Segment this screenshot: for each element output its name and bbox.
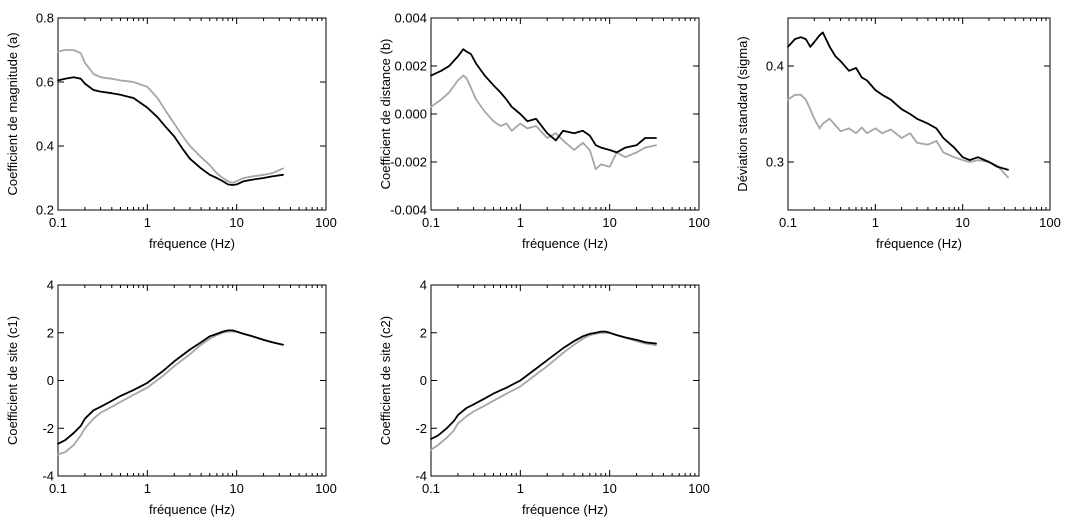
x-axis-label: fréquence (Hz)	[522, 502, 608, 517]
y-tick-label: 0	[420, 373, 427, 388]
y-tick-label: 0.8	[36, 11, 54, 26]
x-tick-label: 10	[229, 215, 243, 230]
y-tick-label: 4	[420, 278, 427, 293]
y-tick-label: 0.4	[766, 59, 784, 74]
y-tick-label: -4	[415, 469, 427, 484]
y-axis-label: Déviation standard (sigma)	[735, 36, 750, 191]
plot-frame	[788, 18, 1050, 210]
plot-frame	[431, 18, 699, 210]
y-tick-label: 0.6	[36, 75, 54, 90]
x-tick-label: 10	[229, 481, 243, 496]
x-tick-label: 1	[144, 481, 151, 496]
y-tick-label: -0.002	[390, 155, 427, 170]
y-tick-label: 0.3	[766, 155, 784, 170]
x-tick-label: 0.1	[779, 215, 797, 230]
series-black-line	[58, 330, 283, 443]
x-tick-label: 10	[602, 481, 616, 496]
y-tick-label: 0.4	[36, 139, 54, 154]
x-tick-label: 100	[688, 215, 710, 230]
y-axis-label: Coefficient de distance (b)	[378, 39, 393, 190]
y-axis-label: Coefficient de site (c2)	[378, 316, 393, 445]
x-tick-label: 1	[872, 215, 879, 230]
plot-frame	[431, 285, 699, 476]
series-gray-line	[58, 332, 283, 455]
series-black-line	[431, 332, 656, 439]
y-axis-label: Coefficient de magnitude (a)	[5, 32, 20, 195]
series-black-line	[431, 49, 656, 152]
x-axis-label: fréquence (Hz)	[522, 236, 608, 251]
y-tick-label: 0.2	[36, 203, 54, 218]
chart-2: 0.1 1 10 100-0.004-0.0020.0000.0020.004fréq…	[378, 11, 710, 252]
x-tick-label: 1	[517, 481, 524, 496]
y-tick-label: -2	[415, 421, 427, 436]
series-gray-line	[431, 333, 656, 450]
chart-3: 0.1 1 10 100 0.3 0.4 fréquence (Hz) Déviation s…	[735, 18, 1061, 251]
plot-frame	[58, 18, 326, 210]
x-tick-label: 100	[315, 481, 337, 496]
y-tick-label: -4	[42, 469, 54, 484]
x-tick-label: 1	[517, 215, 524, 230]
y-tick-label: 0	[47, 373, 54, 388]
x-tick-label: 1	[144, 215, 151, 230]
series-gray-line	[58, 50, 283, 183]
x-tick-label: 100	[1039, 215, 1061, 230]
x-tick-label: 10	[602, 215, 616, 230]
x-axis-label: fréquence (Hz)	[149, 236, 235, 251]
y-tick-label: 4	[47, 278, 54, 293]
x-tick-label: 10	[955, 215, 969, 230]
y-tick-label: 2	[420, 325, 427, 340]
plot-frame	[58, 285, 326, 476]
x-axis-label: fréquence (Hz)	[149, 502, 235, 517]
series-black-line	[58, 77, 283, 185]
x-tick-label: 100	[688, 481, 710, 496]
y-axis-label: Coefficient de site (c1)	[5, 316, 20, 445]
y-tick-label: 0.000	[394, 107, 427, 122]
y-tick-label: -0.004	[390, 203, 427, 218]
series-black-line	[788, 32, 1008, 169]
x-tick-label: 100	[315, 215, 337, 230]
x-axis-label: fréquence (Hz)	[876, 236, 962, 251]
y-tick-label: 2	[47, 325, 54, 340]
series-gray-line	[431, 76, 656, 170]
y-tick-label: -2	[42, 421, 54, 436]
y-tick-label: 0.002	[394, 59, 427, 74]
y-tick-label: 0.004	[394, 11, 427, 26]
